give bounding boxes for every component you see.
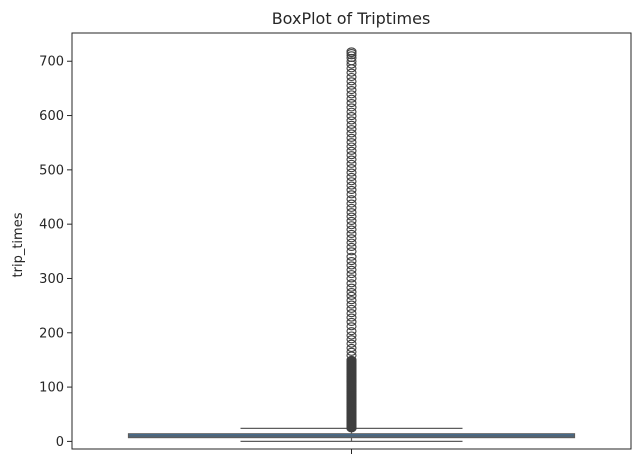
outlier-point <box>346 57 357 66</box>
outlier-point <box>346 146 357 155</box>
outlier-point <box>346 317 357 326</box>
y-tick-label: 500 <box>39 163 64 178</box>
outlier-point <box>346 133 357 142</box>
outlier-point <box>346 257 357 266</box>
outlier-point <box>346 116 357 125</box>
outlier-point <box>346 142 357 151</box>
outlier-point <box>346 247 357 256</box>
y-tick-label: 400 <box>39 218 64 233</box>
outlier-point <box>346 177 357 186</box>
outlier-point <box>346 234 357 243</box>
outlier-point <box>346 347 357 356</box>
outlier-point <box>346 68 357 77</box>
outlier-point <box>346 185 357 195</box>
outlier-point <box>346 164 357 173</box>
outlier-point <box>346 81 357 90</box>
outlier-point <box>346 283 357 292</box>
outlier-point <box>346 351 357 360</box>
outlier-point <box>346 343 357 353</box>
outlier-point <box>346 313 357 322</box>
outlier-point <box>346 238 357 247</box>
outlier-point <box>346 47 357 56</box>
outlier-point <box>346 225 357 234</box>
outlier-point <box>346 274 357 283</box>
outlier-point <box>346 252 357 261</box>
y-tick-label: 300 <box>39 272 64 287</box>
outlier-point <box>346 221 357 230</box>
y-tick-label: 700 <box>39 55 64 70</box>
outlier-point <box>346 172 357 181</box>
outlier-point <box>346 199 357 208</box>
outlier-point <box>346 112 357 121</box>
outlier-point <box>346 309 357 318</box>
outlier-point <box>346 212 357 221</box>
chart-title: BoxPlot of Triptimes <box>272 9 431 28</box>
outlier-point <box>346 300 357 309</box>
outlier-point <box>346 51 357 60</box>
outlier-point <box>346 335 357 344</box>
outlier-point <box>346 94 357 103</box>
outlier-point <box>346 339 357 348</box>
outlier-point <box>346 99 357 108</box>
y-tick-label: 0 <box>56 435 64 450</box>
outlier-group <box>346 47 357 433</box>
outlier-point <box>346 181 357 190</box>
y-tick-label: 200 <box>39 326 64 341</box>
outlier-point <box>346 229 357 238</box>
outlier-point <box>346 103 357 112</box>
y-axis-label: trip_times <box>11 212 26 277</box>
outlier-point <box>346 261 357 270</box>
outlier-point <box>346 287 357 297</box>
outlier-point <box>346 270 357 279</box>
outlier-point <box>346 279 357 288</box>
outlier-point <box>346 327 357 336</box>
outlier-point <box>346 90 357 99</box>
outlier-point <box>346 203 357 212</box>
outlier-point <box>346 195 357 204</box>
outlier-point <box>346 291 357 300</box>
outlier-point <box>346 304 357 313</box>
outlier-point <box>346 129 357 138</box>
outlier-point <box>346 155 357 164</box>
outlier-point <box>346 190 357 199</box>
outlier-point <box>346 242 357 252</box>
outlier-point <box>346 296 357 305</box>
outlier-point <box>346 159 357 168</box>
outlier-point <box>346 120 357 129</box>
outlier-point <box>346 216 357 225</box>
outlier-point <box>346 355 357 364</box>
outlier-point <box>346 208 357 217</box>
outlier-point <box>346 77 357 86</box>
outlier-point <box>346 331 357 340</box>
outlier-point <box>346 125 357 134</box>
outlier-point <box>346 107 357 116</box>
outlier-point <box>346 85 357 95</box>
outlier-point <box>346 138 357 147</box>
y-tick-label: 100 <box>39 381 64 396</box>
outlier-point <box>346 151 357 160</box>
y-axis: 0 100 200 300 400 500 600 700 <box>39 55 72 450</box>
outlier-point <box>346 72 357 82</box>
outlier-point <box>346 322 357 331</box>
y-tick-label: 600 <box>39 109 64 124</box>
outlier-point <box>346 265 357 274</box>
outlier-point <box>346 168 357 177</box>
